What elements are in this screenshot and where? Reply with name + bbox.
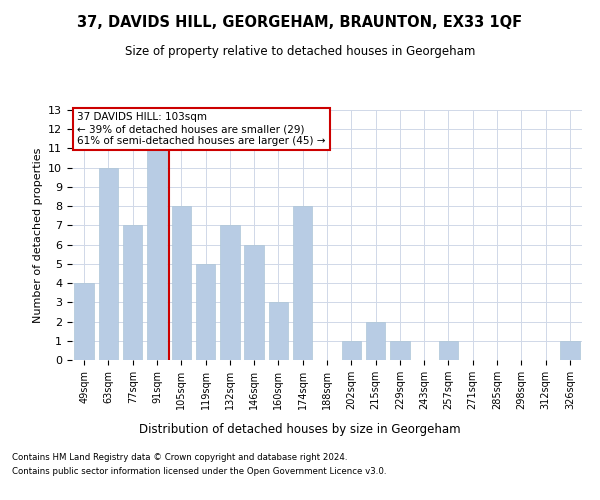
Bar (244, 244, 264, 360)
Y-axis label: Number of detached properties: Number of detached properties (32, 148, 43, 322)
Bar (220, 226, 239, 360)
Text: Contains HM Land Registry data © Crown copyright and database right 2024.: Contains HM Land Registry data © Crown c… (12, 454, 347, 462)
Bar (74, 283, 94, 360)
Bar (172, 206, 191, 360)
Bar (269, 302, 288, 360)
Bar (390, 341, 410, 360)
Bar (439, 341, 458, 360)
Text: 37 DAVIDS HILL: 103sqm
← 39% of detached houses are smaller (29)
61% of semi-det: 37 DAVIDS HILL: 103sqm ← 39% of detached… (77, 112, 326, 146)
Text: Size of property relative to detached houses in Georgeham: Size of property relative to detached ho… (125, 45, 475, 58)
Text: Distribution of detached houses by size in Georgeham: Distribution of detached houses by size … (139, 422, 461, 436)
Bar (366, 322, 385, 360)
Bar (341, 341, 361, 360)
Bar (99, 168, 118, 360)
Bar (123, 226, 142, 360)
Text: 37, DAVIDS HILL, GEORGEHAM, BRAUNTON, EX33 1QF: 37, DAVIDS HILL, GEORGEHAM, BRAUNTON, EX… (77, 15, 523, 30)
Bar (196, 264, 215, 360)
Bar (147, 148, 167, 360)
Bar (293, 206, 313, 360)
Text: Contains public sector information licensed under the Open Government Licence v3: Contains public sector information licen… (12, 467, 386, 476)
Bar (560, 341, 580, 360)
